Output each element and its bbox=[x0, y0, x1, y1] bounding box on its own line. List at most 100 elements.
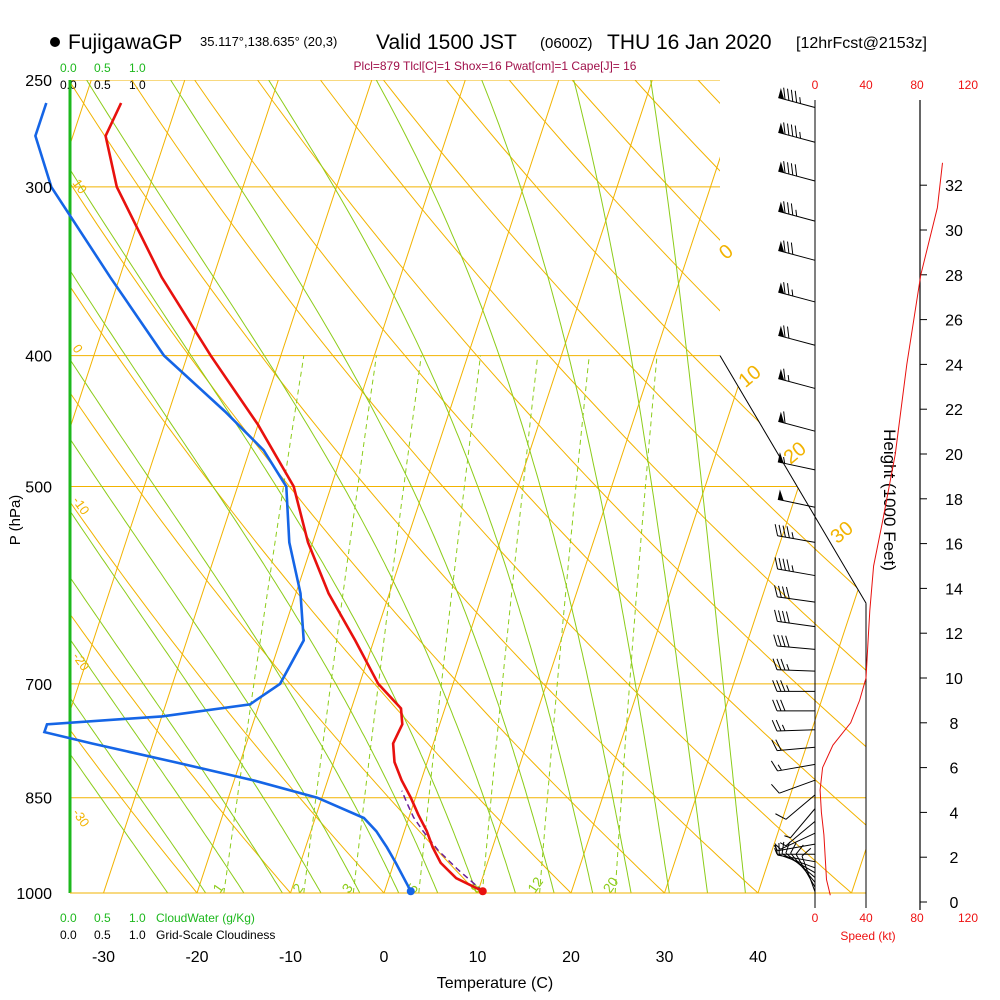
wind-barb-feather bbox=[778, 610, 782, 623]
wind-barb bbox=[778, 87, 816, 108]
moist-adiabat-line bbox=[70, 80, 413, 893]
wind-barb-feather bbox=[799, 97, 802, 104]
wind-barb-feather bbox=[784, 835, 791, 839]
wind-barb-staff bbox=[777, 596, 816, 603]
wind-barb-feather bbox=[781, 586, 786, 599]
wind-barb-staff bbox=[777, 843, 816, 852]
wind-barb-feather bbox=[778, 585, 782, 598]
wind-barb bbox=[773, 634, 816, 650]
pressure-tick-label: 300 bbox=[25, 180, 52, 197]
wind-barb-pennant bbox=[778, 161, 785, 173]
isotherm-line bbox=[103, 80, 373, 893]
y-axis-label: P (hPa) bbox=[7, 495, 24, 546]
cloud-water-label: CloudWater (g/Kg) bbox=[156, 911, 255, 925]
height-tick-label: 18 bbox=[945, 492, 963, 509]
temperature-tick-label: 20 bbox=[562, 949, 580, 966]
wind-barb-feather bbox=[775, 844, 781, 850]
wind-barb-staff bbox=[790, 808, 816, 839]
wind-barb-pennant bbox=[778, 325, 785, 338]
parcel-path bbox=[401, 790, 484, 892]
moist-adiabat-line bbox=[70, 80, 189, 893]
wind-barb bbox=[778, 325, 816, 346]
wind-barb-feather bbox=[771, 739, 778, 751]
wind-speed-tick-bottom: 40 bbox=[859, 911, 873, 925]
wind-barb bbox=[772, 699, 815, 712]
wind-barb-feather bbox=[787, 88, 790, 101]
stability-indices: Plcl=879 Tlcl[C]=1 Shox=16 Pwat[cm]=1 Ca… bbox=[354, 59, 637, 73]
diagram-boundary bbox=[719, 355, 867, 604]
wind-barb-feather bbox=[795, 209, 798, 217]
wind-barb bbox=[771, 719, 816, 732]
wind-barb-feather bbox=[787, 374, 790, 382]
wind-barb bbox=[774, 557, 816, 577]
cloud-water-tick-top-2: 1.0 bbox=[129, 61, 146, 75]
wind-barb-pennant bbox=[778, 411, 785, 423]
wind-barb-feather bbox=[790, 124, 794, 137]
wind-barb-feather bbox=[791, 289, 794, 297]
wind-barb bbox=[777, 452, 816, 471]
dry-adiabat-line bbox=[70, 80, 791, 893]
dewpoint-profile-line bbox=[34, 102, 412, 892]
wind-barb bbox=[774, 609, 816, 628]
mixing-ratio-label: 1 bbox=[209, 880, 227, 896]
dry-adiabat-line bbox=[302, 80, 866, 893]
mixing-ratio-line bbox=[481, 355, 539, 893]
wind-barb-pennant bbox=[778, 282, 785, 294]
wind-barb-feather bbox=[783, 240, 786, 253]
wind-barb-staff bbox=[778, 334, 816, 346]
wind-barb bbox=[770, 760, 816, 772]
surface-temperature-marker bbox=[478, 887, 487, 896]
wind-barb-feather bbox=[787, 241, 790, 254]
wind-barb-staff bbox=[777, 535, 816, 543]
moist-adiabat-line bbox=[481, 80, 675, 893]
isotherm-label-left: -30 bbox=[70, 806, 93, 830]
wind-barb-pennant bbox=[777, 489, 784, 501]
height-tick-label: 32 bbox=[945, 178, 963, 195]
temperature-tick-label: 30 bbox=[656, 949, 674, 966]
cloudiness-tick-bottom-1: 0.5 bbox=[94, 928, 111, 942]
wind-barb-feather bbox=[783, 201, 786, 214]
wind-barb bbox=[790, 842, 816, 883]
wind-barb-feather bbox=[785, 586, 790, 599]
isotherm-line bbox=[196, 80, 466, 893]
height-tick-label: 8 bbox=[950, 716, 959, 733]
wind-barb bbox=[778, 842, 816, 869]
wind-barb bbox=[772, 658, 816, 672]
wind-barb-feather bbox=[786, 685, 790, 692]
wind-barb-feather bbox=[783, 161, 786, 174]
wind-barb-feather bbox=[794, 125, 798, 138]
wind-barb bbox=[775, 794, 816, 820]
wind-barb-feather bbox=[786, 559, 790, 572]
valid-date: THU 16 Jan 2020 bbox=[607, 31, 772, 54]
isotherm-line bbox=[477, 80, 747, 893]
moist-adiabat-line bbox=[170, 80, 563, 893]
temperature-tick-label: -10 bbox=[279, 949, 302, 966]
pressure-tick-label: 500 bbox=[25, 480, 52, 497]
height-tick-label: 4 bbox=[950, 805, 959, 822]
wind-barb-feather bbox=[790, 163, 794, 176]
wind-barb-feather bbox=[771, 784, 780, 794]
wind-barb bbox=[778, 240, 816, 261]
temperature-tick-label: 40 bbox=[749, 949, 767, 966]
dry-adiabat-line bbox=[70, 80, 411, 893]
isotherm-label-left: -10 bbox=[70, 494, 93, 518]
sounding-profiles bbox=[34, 102, 487, 896]
wind-barb bbox=[774, 848, 815, 855]
wind-barb-feather bbox=[799, 131, 802, 139]
isotherm-line bbox=[290, 80, 560, 893]
wind-barb bbox=[774, 585, 816, 603]
height-tick-label: 16 bbox=[945, 537, 963, 554]
wind-barb-feather bbox=[771, 720, 778, 732]
temperature-profile-line bbox=[104, 102, 484, 893]
wind-barb-staff bbox=[779, 854, 816, 869]
isotherm-line bbox=[851, 80, 866, 893]
wind-barb-feather bbox=[775, 719, 782, 732]
wind-barb-feather bbox=[794, 164, 798, 177]
temperature-tick-label: -30 bbox=[92, 949, 115, 966]
dry-adiabat-line bbox=[70, 80, 316, 893]
wind-barb-feather bbox=[777, 764, 782, 771]
zulu-time: (0600Z) bbox=[540, 35, 593, 52]
wind-barb-staff bbox=[777, 729, 816, 732]
wind-barb-feather bbox=[774, 848, 778, 855]
